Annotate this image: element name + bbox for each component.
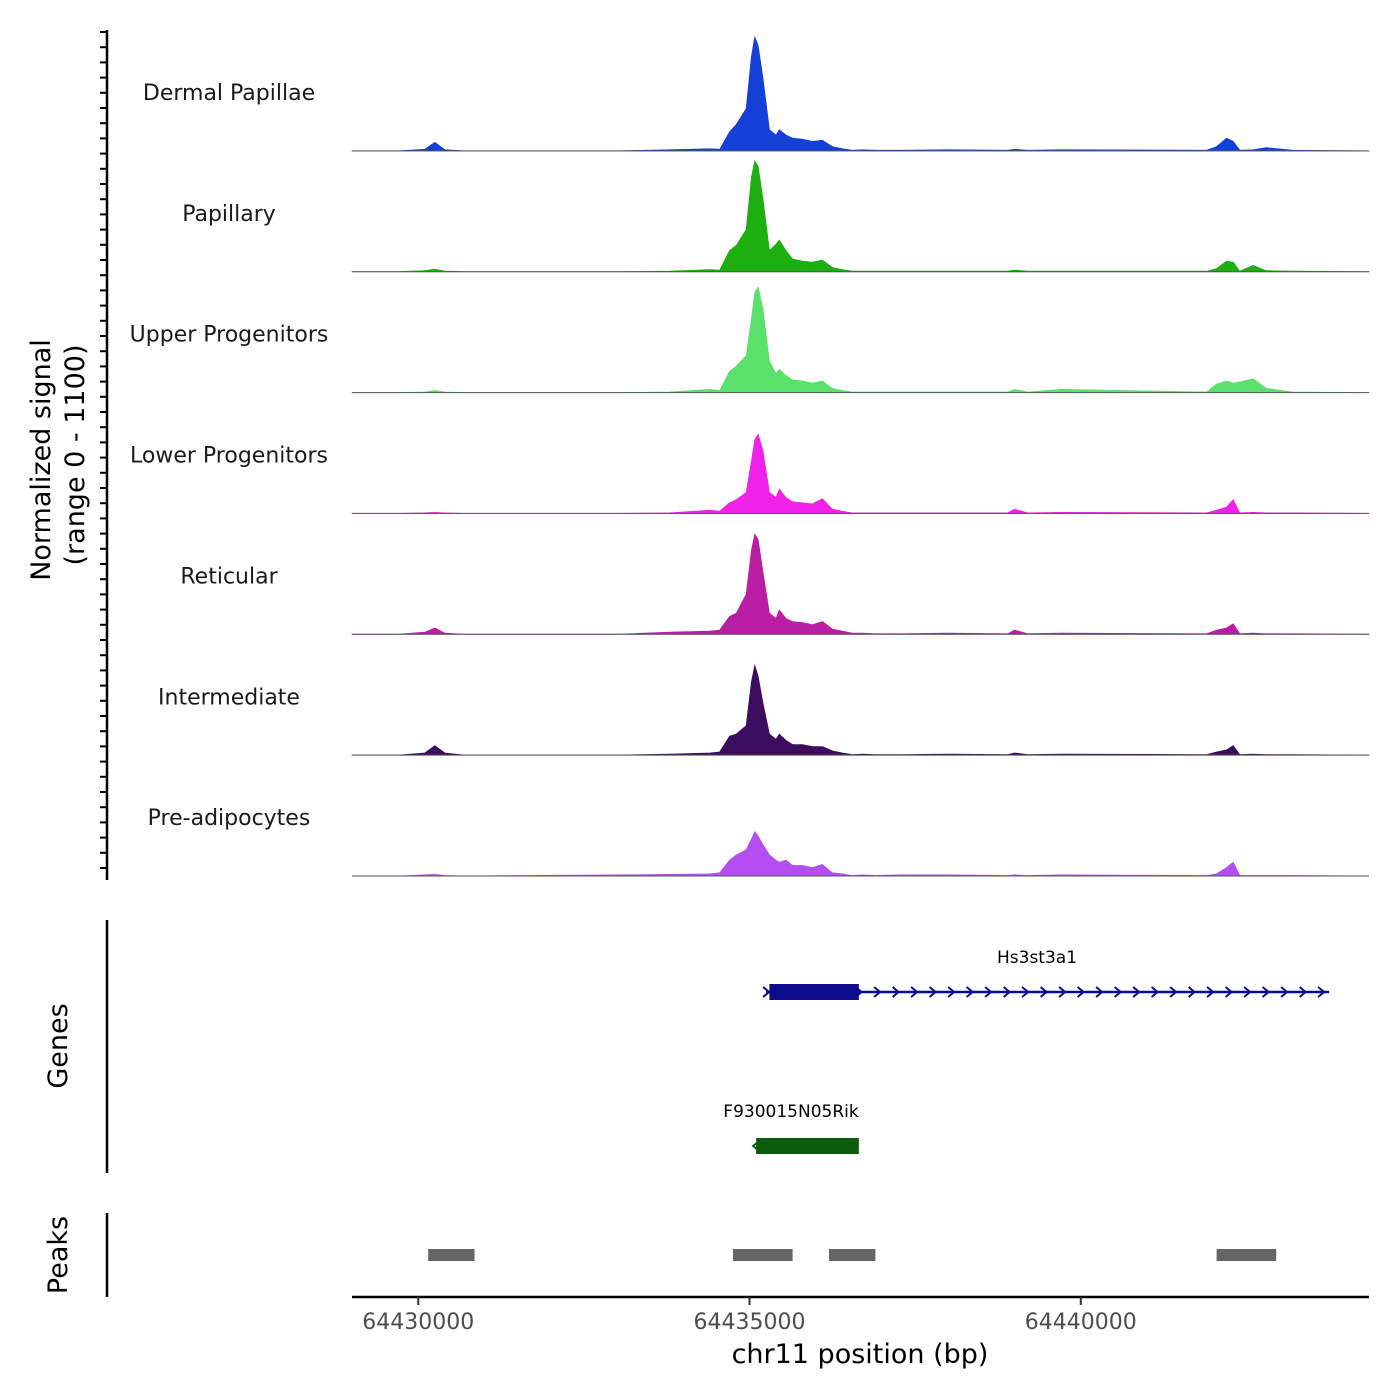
coverage-area-reticular — [351, 533, 1370, 635]
strand-chevron — [1113, 986, 1123, 998]
y-axis-title: Normalized signal — [26, 339, 57, 581]
x-axis-title: chr11 position (bp) — [732, 1339, 989, 1370]
strand-chevron — [799, 986, 808, 998]
coverage-tracks: Dermal Papillae Papillary Upper Progenitor… — [130, 35, 1370, 877]
strand-chevron — [1224, 986, 1234, 998]
track-papillary: Papillary — [182, 160, 1370, 273]
gene-annotations: Hs3st3a1 F930015N05Rik — [723, 948, 1330, 1154]
coverage-area-intermediate — [351, 664, 1370, 756]
peak-4 — [1216, 1249, 1277, 1261]
strand-chevron — [928, 986, 938, 998]
track-label-dermal-papillae: Dermal Papillae — [143, 81, 315, 106]
track-reticular: Reticular — [180, 533, 1370, 635]
coverage-area-pre-adipocytes — [352, 831, 1370, 877]
coverage-y-ticks — [100, 31, 107, 869]
strand-chevron — [780, 986, 790, 998]
strand-chevron — [1243, 986, 1252, 998]
track-lower-progenitors: Lower Progenitors — [130, 433, 1370, 514]
strand-chevron — [1261, 986, 1271, 998]
track-label-pre-adipocytes: Pre-adipocytes — [148, 806, 311, 831]
strand-chevron — [910, 986, 919, 998]
strand-chevron — [1169, 986, 1178, 998]
track-dermal-papillae: Dermal Papillae — [143, 35, 1370, 152]
strand-chevron — [1206, 986, 1215, 998]
track-label-lower-progenitors: Lower Progenitors — [130, 444, 328, 469]
track-upper-progenitors: Upper Progenitors — [130, 286, 1370, 394]
strand-chevron — [817, 986, 827, 998]
peak-3 — [829, 1249, 876, 1261]
gene-f930015n05rik: F930015N05Rik — [723, 1102, 859, 1154]
strand-chevron — [1150, 986, 1160, 998]
coverage-area-papillary — [351, 160, 1370, 273]
strand-chevron — [873, 986, 882, 998]
peak-regions — [428, 1249, 1277, 1261]
strand-chevron — [1298, 986, 1308, 998]
gene-label-f930015n05rik: F930015N05Rik — [723, 1102, 859, 1122]
strand-chevron — [1317, 986, 1326, 998]
strand-chevron — [1280, 986, 1289, 998]
y-axis-title-line2: (range 0 - 1100) — [60, 345, 91, 566]
peaks-panel-title: Peaks — [43, 1216, 74, 1294]
strand-chevron — [1039, 986, 1049, 998]
strand-chevron — [751, 1140, 760, 1152]
strand-chevron — [1002, 986, 1012, 998]
x-tick-label: 64435000 — [694, 1310, 806, 1335]
strand-chevron — [762, 986, 771, 998]
track-label-intermediate: Intermediate — [158, 685, 300, 710]
x-tick-label: 64440000 — [1025, 1310, 1137, 1335]
peak-2 — [732, 1249, 793, 1261]
peaks-label: Peaks — [43, 1216, 74, 1294]
strand-chevron — [891, 986, 901, 998]
strand-chevron — [1076, 986, 1086, 998]
x-axis-ticks: 64430000 64435000 64440000 — [362, 1297, 1137, 1335]
strand-chevron — [947, 986, 956, 998]
track-label-upper-progenitors: Upper Progenitors — [130, 323, 329, 348]
strand-chevron — [984, 986, 993, 998]
y-axis-title-line1: Normalized signal — [26, 339, 57, 581]
x-tick-label: 64430000 — [362, 1310, 474, 1335]
strand-chevron — [1021, 986, 1030, 998]
gene-hs3st3a1: Hs3st3a1 — [762, 948, 1330, 1000]
track-label-papillary: Papillary — [182, 202, 276, 227]
gene-label-hs3st3a1: Hs3st3a1 — [997, 948, 1077, 968]
strand-chevron — [854, 986, 864, 998]
coverage-area-dermal-papillae — [351, 35, 1370, 152]
strand-chevron — [965, 986, 975, 998]
coverage-area-upper-progenitors — [351, 286, 1370, 394]
strand-chevron — [1187, 986, 1197, 998]
genes-label: Genes — [43, 1003, 74, 1088]
track-intermediate: Intermediate — [158, 664, 1370, 756]
peak-1 — [428, 1249, 475, 1261]
track-pre-adipocytes: Pre-adipocytes — [148, 806, 1370, 877]
strand-chevron — [836, 986, 845, 998]
strand-chevron — [1095, 986, 1104, 998]
gene-exon-f930015n05rik — [756, 1138, 859, 1154]
strand-chevron — [1058, 986, 1067, 998]
track-label-reticular: Reticular — [180, 564, 278, 589]
coverage-area-lower-progenitors — [351, 433, 1370, 514]
y-axis-subtitle: (range 0 - 1100) — [60, 345, 91, 566]
strand-chevron — [1132, 986, 1141, 998]
gene-exon-hs3st3a1 — [769, 984, 859, 1000]
genes-panel-title: Genes — [43, 1003, 74, 1088]
